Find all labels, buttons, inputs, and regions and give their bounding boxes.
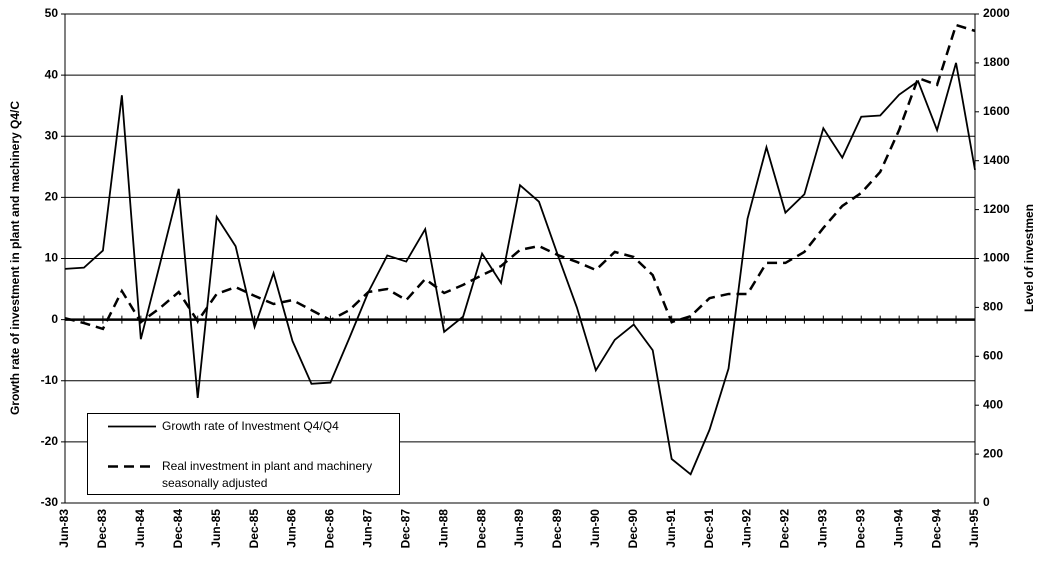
y2-tick-label: 1800 <box>983 55 1010 69</box>
y-tick-label: 30 <box>45 128 59 142</box>
x-tick-label: Jun-86 <box>285 509 299 548</box>
y2-axis-label: Level of investmen <box>1022 204 1036 312</box>
y-tick-label: -20 <box>41 434 59 448</box>
x-tick-label: Jun-94 <box>891 509 905 548</box>
legend-label: Growth rate of Investment Q4/Q4 <box>162 419 339 433</box>
x-tick-label: Dec-93 <box>853 509 867 549</box>
x-tick-label: Dec-84 <box>171 509 185 549</box>
x-tick-label: Dec-92 <box>778 509 792 549</box>
y2-tick-label: 1000 <box>983 251 1010 265</box>
y-tick-label: 20 <box>45 190 59 204</box>
x-tick-label: Dec-89 <box>550 509 564 549</box>
y2-tick-label: 800 <box>983 300 1003 314</box>
legend: Growth rate of Investment Q4/Q4 Real inve… <box>87 413 400 495</box>
y-tick-label: 50 <box>45 6 59 20</box>
y-tick-label: 40 <box>45 67 59 81</box>
plot-frame <box>64 13 976 504</box>
y-tick-label: 0 <box>51 312 58 326</box>
y2-tick-label: 400 <box>983 397 1003 411</box>
y2-tick-label: 1200 <box>983 202 1010 216</box>
legend-label: Real investment in plant and machinery s… <box>162 459 373 490</box>
y-axis-label: Growth rate of investment in plant and m… <box>8 101 22 415</box>
series-line <box>64 23 976 331</box>
y2-tick-label: 1400 <box>983 153 1010 167</box>
y2-tick-label: 2000 <box>983 6 1010 20</box>
x-tick-label: Dec-86 <box>323 509 337 549</box>
series-line <box>64 62 976 476</box>
x-tick-label: Dec-85 <box>247 509 261 549</box>
legend-entry: Real investment in plant and machinery s… <box>108 458 402 492</box>
x-tick-label: Dec-94 <box>929 509 943 549</box>
x-tick-label: Jun-83 <box>57 509 71 548</box>
x-tick-label: Dec-83 <box>95 509 109 549</box>
x-tick-label: Dec-88 <box>474 509 488 549</box>
x-tick-label: Jun-91 <box>664 509 678 548</box>
x-tick-label: Dec-87 <box>398 509 412 549</box>
x-tick-label: Dec-90 <box>626 509 640 549</box>
y2-tick-label: 0 <box>983 495 990 509</box>
y2-tick-label: 200 <box>983 446 1003 460</box>
legend-swatch <box>108 425 156 428</box>
x-tick-label: Jun-88 <box>436 509 450 548</box>
x-tick-label: Jun-92 <box>740 509 754 548</box>
x-tick-label: Jun-89 <box>512 509 526 548</box>
y2-tick-label: 1600 <box>983 104 1010 118</box>
x-tick-label: Jun-90 <box>588 509 602 548</box>
x-tick-label: Jun-95 <box>967 509 981 548</box>
x-tick-label: Dec-91 <box>702 509 716 549</box>
x-tick-label: Jun-87 <box>361 509 375 548</box>
y2-tick-label: 600 <box>983 348 1003 362</box>
x-tick-label: Jun-84 <box>133 509 147 548</box>
legend-entry: Growth rate of Investment Q4/Q4 <box>108 418 402 435</box>
x-tick-label: Jun-85 <box>209 509 223 548</box>
y-tick-label: 10 <box>45 251 59 265</box>
y-tick-label: -30 <box>41 495 59 509</box>
legend-swatch <box>108 465 156 468</box>
y-tick-label: -10 <box>41 373 59 387</box>
x-tick-label: Jun-93 <box>816 509 830 548</box>
